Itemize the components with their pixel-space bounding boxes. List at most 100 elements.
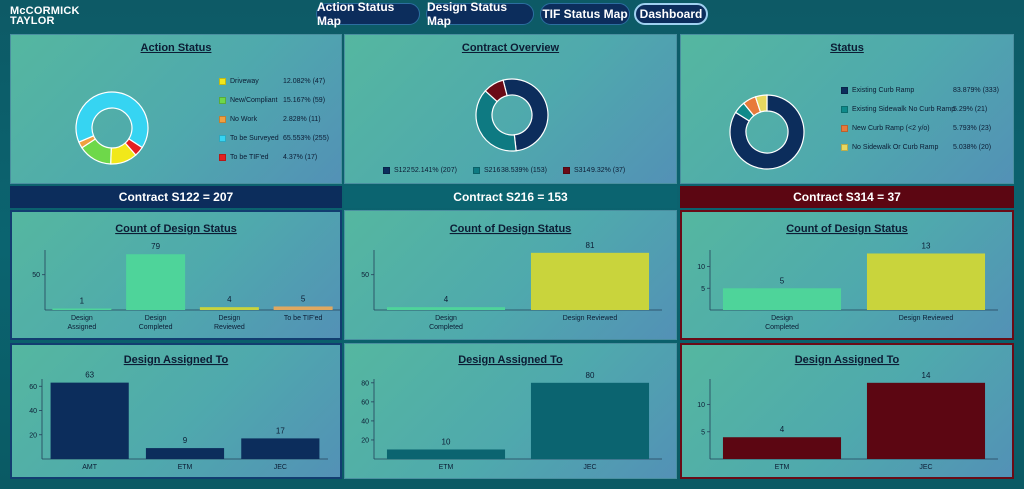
design-status-s216-chart: Count of Design Status 50 4 Design Completed… — [361, 223, 662, 331]
bar[interactable] — [530, 252, 650, 310]
contract-overview-donut — [475, 78, 549, 152]
contract-overview-panel: Contract Overview S122 52.141% (207) S216 3… — [344, 34, 677, 184]
legend-label: No Sidewalk Or Curb Ramp — [852, 144, 939, 151]
legend-item[interactable]: Driveway 12.082% (47) — [219, 78, 325, 85]
y-tick-label: 40 — [361, 418, 369, 425]
legend-swatch — [841, 87, 848, 94]
legend-swatch — [219, 116, 226, 123]
bar[interactable] — [722, 437, 842, 459]
x-tick-label: JEC — [274, 464, 287, 471]
donut-slice[interactable] — [754, 94, 768, 113]
legend-label: No Work — [230, 116, 258, 123]
design-assigned-s314-chart: Design Assigned To 5 10 4 ETM 14 JEC — [697, 354, 998, 471]
legend-swatch — [219, 78, 226, 85]
x-tick-label: Design — [71, 315, 93, 322]
chart-title: Design Assigned To — [458, 354, 563, 366]
legend-item[interactable]: S122 52.141% (207) — [383, 167, 457, 174]
design-assigned-s216-chart: Design Assigned To 20 40 60 80 10 ETM 80 JEC — [361, 354, 662, 471]
legend-value: 65.553% (255) — [283, 135, 329, 142]
nav-action-status-map[interactable]: Action Status Map — [316, 0, 420, 28]
design-status-s122-chart: Count of Design Status 50 1 Design Assigned 7… — [32, 223, 340, 331]
x-tick-label: Completed — [765, 324, 799, 331]
legend-value: 52.141% (207) — [411, 167, 457, 174]
bar[interactable] — [126, 254, 186, 310]
nav-tif-status-map[interactable]: TIF Status Map — [540, 3, 630, 25]
legend-label: New/Compliant — [230, 97, 278, 104]
bar[interactable] — [145, 448, 225, 459]
legend-item[interactable]: To be Surveyed 65.553% (255) — [219, 135, 329, 142]
legend-item[interactable]: Existing Sidewalk No Curb Ramp 5.29% (21) — [841, 106, 987, 113]
bar[interactable] — [199, 307, 259, 310]
donut-slice[interactable] — [475, 90, 517, 152]
bar[interactable] — [866, 382, 986, 459]
legend-label: To be Surveyed — [230, 135, 279, 142]
brand-line2: TAYLOR — [10, 15, 55, 27]
bar[interactable] — [273, 306, 333, 310]
status-panel: Status Existing Curb Ramp 83.879% (333) Ex… — [680, 34, 1014, 184]
bar-value-label: 5 — [301, 294, 306, 303]
bar-value-label: 79 — [151, 242, 160, 251]
legend-item[interactable]: To be TIF'ed 4.37% (17) — [219, 154, 317, 161]
y-tick-label: 80 — [361, 380, 369, 387]
legend-label: To be TIF'ed — [230, 154, 269, 161]
x-tick-label: JEC — [583, 464, 596, 471]
bar-value-label: 17 — [276, 426, 285, 435]
action-status-title: Action Status — [140, 42, 212, 54]
design-status-s314-chart: Count of Design Status 5 10 5 Design Complete… — [697, 223, 998, 331]
legend-item[interactable]: Existing Curb Ramp 83.879% (333) — [841, 87, 999, 94]
bar-value-label: 4 — [227, 295, 232, 304]
legend-item[interactable]: New/Compliant 15.167% (59) — [219, 97, 325, 104]
legend-item[interactable]: S216 38.539% (153) — [473, 167, 547, 174]
bar[interactable] — [241, 438, 320, 459]
y-tick-label: 5 — [701, 286, 705, 293]
legend-item[interactable]: S314 9.32% (37) — [563, 167, 625, 174]
legend-item[interactable]: New Curb Ramp (<2 y/o) 5.793% (23) — [841, 125, 991, 132]
donut-slice[interactable] — [502, 78, 549, 152]
legend-value: 5.29% (21) — [953, 106, 988, 113]
legend-label: Existing Sidewalk No Curb Ramp — [852, 106, 956, 113]
status-donut — [729, 94, 805, 170]
brand-logo: McCORMICK TAYLOR — [10, 6, 80, 27]
legend-item[interactable]: No Work 2.828% (11) — [219, 116, 321, 123]
nav-dashboard[interactable]: Dashboard — [634, 3, 708, 25]
legend-label: S314 — [574, 167, 591, 174]
legend-swatch — [219, 154, 226, 161]
donut-slice[interactable] — [484, 79, 508, 103]
status-title: Status — [830, 42, 864, 54]
x-tick-label: Design Reviewed — [899, 315, 954, 322]
chart-title: Design Assigned To — [795, 354, 900, 366]
bar[interactable] — [530, 382, 650, 459]
legend-item[interactable]: No Sidewalk Or Curb Ramp 5.038% (20) — [841, 144, 991, 151]
y-tick-label: 40 — [29, 408, 37, 415]
bar[interactable] — [52, 308, 112, 311]
donut-slice[interactable] — [75, 91, 149, 149]
chart-title: Count of Design Status — [115, 223, 237, 235]
bar[interactable] — [386, 307, 506, 310]
x-tick-label: To be TIF'ed — [284, 315, 323, 322]
x-tick-label: Assigned — [67, 324, 96, 331]
legend-value: 2.828% (11) — [283, 116, 321, 123]
x-tick-label: Completed — [139, 324, 173, 331]
contract-s122-band: Contract S122 = 207 — [10, 186, 342, 208]
x-tick-label: Design Reviewed — [563, 315, 618, 322]
donut-slice[interactable] — [729, 94, 805, 170]
design-status-s122-panel: Count of Design Status 50 1 Design Assigned 7… — [10, 210, 342, 340]
bar-value-label: 9 — [183, 436, 188, 445]
bar[interactable] — [722, 288, 842, 310]
donut-slice[interactable] — [124, 138, 144, 156]
top-bar: McCORMICK TAYLOR Action Status Map Desig… — [0, 0, 1024, 30]
legend-value: 5.038% (20) — [953, 144, 992, 151]
chart-title: Count of Design Status — [450, 223, 572, 235]
y-tick-label: 10 — [697, 264, 705, 271]
legend-swatch — [219, 135, 226, 142]
y-tick-label: 20 — [361, 437, 369, 444]
bar[interactable] — [866, 253, 986, 310]
bar[interactable] — [50, 382, 129, 459]
contract-s216-band: Contract S216 = 153 — [344, 186, 677, 208]
bar-value-label: 81 — [586, 241, 595, 250]
x-tick-label: Design — [145, 315, 167, 322]
legend-label: Existing Curb Ramp — [852, 87, 915, 94]
nav-design-status-map[interactable]: Design Status Map — [426, 0, 534, 28]
chart-title: Design Assigned To — [124, 354, 229, 366]
bar[interactable] — [386, 449, 506, 459]
